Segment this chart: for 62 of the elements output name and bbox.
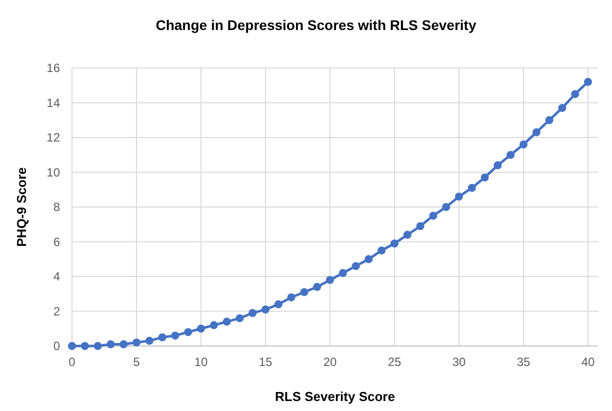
point (236, 314, 244, 322)
point (520, 140, 528, 148)
point (506, 150, 515, 159)
point (145, 336, 154, 345)
point (210, 321, 218, 330)
y-tick-label: 2 (53, 304, 60, 318)
chart-title: Change in Depression Scores with RLS Severity (156, 17, 476, 33)
point (442, 203, 450, 211)
x-tick-label: 15 (258, 355, 272, 369)
y-tick-label: 14 (46, 96, 60, 110)
x-tick-label: 35 (516, 355, 530, 369)
y-tick-label: 10 (46, 165, 60, 180)
point (480, 173, 489, 182)
x-tick-label: 0 (68, 355, 76, 369)
point (364, 255, 373, 264)
point (338, 269, 347, 278)
point (494, 161, 502, 170)
point (532, 128, 540, 136)
point (94, 342, 102, 350)
point (429, 212, 438, 220)
point (158, 333, 166, 342)
x-tick-label: 25 (388, 355, 402, 369)
point (326, 276, 334, 284)
y-tick-label: 0 (53, 339, 60, 353)
point (584, 78, 592, 86)
point (132, 338, 140, 347)
x-tick-label: 5 (133, 355, 140, 369)
y-axis-title: PHQ-9 Score (14, 167, 29, 247)
point (184, 328, 192, 336)
x-tick-label: 40 (581, 355, 595, 369)
x-tick-label: 10 (194, 355, 208, 369)
point (545, 116, 554, 124)
x-tick-label: 30 (452, 355, 466, 369)
y-tick-label: 4 (53, 270, 60, 284)
point (248, 308, 257, 317)
y-tick-label: 8 (53, 200, 60, 214)
point (287, 293, 296, 302)
point (378, 246, 386, 254)
x-axis-title: RLS Severity Score (275, 389, 395, 404)
point (403, 230, 412, 239)
point (455, 192, 463, 201)
point (390, 239, 398, 248)
point (352, 262, 360, 270)
point (274, 300, 282, 308)
point (222, 318, 231, 326)
point (416, 222, 424, 230)
point (171, 332, 180, 340)
point (80, 342, 89, 350)
y-tick-label: 6 (53, 234, 60, 249)
point (300, 288, 308, 296)
point (106, 340, 115, 348)
y-tick-label: 16 (46, 61, 60, 75)
point (558, 104, 566, 112)
point (120, 340, 128, 348)
point (68, 342, 76, 350)
point (262, 306, 270, 314)
point (468, 184, 476, 192)
y-tick-label: 12 (46, 130, 60, 144)
point (571, 90, 580, 98)
x-tick-label: 20 (323, 355, 337, 369)
point (313, 282, 322, 291)
point (197, 324, 205, 333)
